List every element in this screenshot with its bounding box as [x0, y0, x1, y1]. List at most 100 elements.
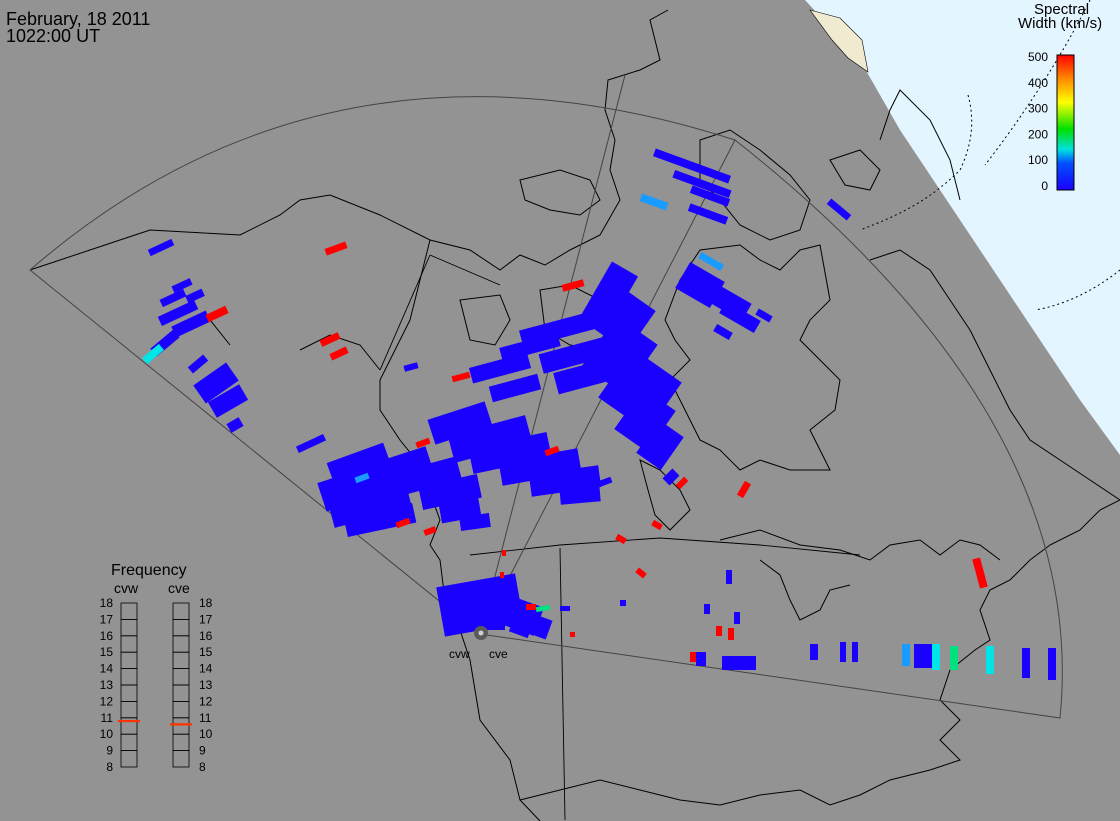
frequency-scale-label-right: 13: [199, 678, 213, 692]
echo-cell: [716, 626, 722, 636]
frequency-cell: [120, 684, 138, 702]
colorbar-tick-label: 0: [1041, 179, 1048, 193]
time-label: 1022:00 UT: [6, 26, 100, 46]
echo-cell: [418, 474, 482, 510]
colorbar-tick-label: 400: [1028, 76, 1048, 90]
echo-cell: [636, 420, 684, 470]
magnetic-latitude-circle: [859, 94, 973, 231]
colorbar-gradient: [1056, 54, 1075, 191]
echo-cell: [852, 642, 858, 662]
echo-cell: [171, 310, 211, 338]
echo-cell: [559, 483, 601, 505]
echo-cell: [561, 279, 585, 292]
frequency-radar-label-cvw: cvw: [114, 580, 139, 596]
echo-cell: [395, 517, 411, 529]
frequency-cell: [120, 668, 138, 686]
frequency-cell: [120, 602, 138, 620]
echo-cell: [538, 336, 612, 374]
echo-cell: [205, 305, 229, 323]
frequency-cell: [120, 619, 138, 637]
echo-cell: [653, 148, 731, 184]
frequency-scale-label-left: 18: [100, 596, 114, 610]
echo-cell: [560, 606, 570, 611]
frequency-cell: [172, 668, 190, 686]
echo-cell: [415, 437, 431, 449]
echo-cell: [662, 468, 680, 486]
echo-cell: [728, 628, 734, 640]
echo-cell: [159, 288, 187, 308]
echo-cell: [185, 288, 205, 304]
frequency-scale-label-left: 9: [106, 744, 113, 758]
echo-cell: [142, 343, 164, 365]
frequency-cell: [172, 619, 190, 637]
echo-cell: [639, 193, 669, 211]
echo-cell: [544, 445, 560, 457]
station-label-cvw: cvw: [449, 647, 470, 661]
frequency-scale-label-right: 9: [199, 744, 206, 758]
echo-cell: [713, 324, 733, 340]
echo-cell: [535, 604, 551, 613]
echo-cell: [157, 300, 199, 326]
frequency-cell: [172, 717, 190, 735]
echo-cell: [500, 572, 504, 578]
backscatter-echoes: [142, 148, 1056, 680]
frequency-scale-label-right: 17: [199, 612, 213, 626]
echo-cell: [675, 476, 689, 490]
date-label: February, 18 2011: [6, 9, 150, 29]
echo-cell: [755, 308, 773, 323]
frequency-cell: [120, 635, 138, 653]
echo-cell: [508, 621, 532, 639]
echo-cell: [459, 512, 491, 532]
echo-cell: [697, 251, 725, 272]
frequency-radar-label-cve: cve: [168, 580, 190, 596]
frequency-column-cvw: [118, 602, 140, 768]
echo-cell: [810, 644, 818, 660]
echo-cell: [498, 448, 582, 486]
frequency-cell: [120, 701, 138, 719]
echo-cell: [468, 431, 552, 475]
echo-cell: [840, 642, 846, 662]
echo-cell: [986, 646, 994, 674]
echo-cell: [736, 480, 752, 499]
echo-cell: [388, 456, 462, 498]
frequency-scale-label-left: 17: [100, 612, 114, 626]
colorbar-tick-label: 500: [1028, 50, 1048, 64]
echo-cell: [672, 169, 732, 199]
echo-cell: [582, 261, 638, 329]
frequency-scale-label-right: 15: [199, 645, 213, 659]
frequency-cell: [120, 750, 138, 768]
frequency-scale-label-right: 12: [199, 694, 213, 708]
echo-cell: [950, 646, 958, 670]
echo-cell: [704, 604, 710, 614]
echo-cell: [319, 332, 341, 347]
echo-cell: [455, 590, 505, 630]
echo-cell: [690, 652, 696, 662]
frequency-cell: [172, 602, 190, 620]
radar-site-marker: [474, 626, 488, 640]
echo-cell: [635, 567, 647, 579]
frequency-scale-label-right: 16: [199, 629, 213, 643]
echo-cell: [324, 241, 348, 256]
echo-cell: [171, 278, 193, 293]
colorbar-tick-label: 100: [1028, 153, 1048, 167]
frequency-scale-label-right: 10: [199, 727, 213, 741]
echo-cell: [193, 362, 239, 404]
echo-cell: [1022, 648, 1030, 678]
frequency-scale-label-left: 11: [101, 711, 114, 725]
echo-cell: [526, 604, 536, 610]
frequency-cell: [172, 750, 190, 768]
echo-cell: [615, 533, 627, 545]
colorbar-title-line2: Width (km/s): [1018, 15, 1102, 32]
echo-cell: [914, 644, 932, 668]
frequency-scale-label-right: 18: [199, 596, 213, 610]
frequency-cell: [120, 651, 138, 670]
spectral-width-colorbar: Spectral Width (km/s) 500 400 300 200 100 0: [1018, 1, 1102, 193]
frequency-scale-label-left: 15: [100, 645, 114, 659]
echo-cell: [570, 632, 575, 637]
magnetic-latitude-circle: [1034, 269, 1120, 311]
echo-cell: [502, 550, 506, 556]
echo-cell: [368, 446, 432, 484]
polar-dayside-region: [805, 0, 1120, 455]
echo-cell: [687, 203, 729, 225]
frequency-scale-label-left: 14: [100, 662, 114, 676]
